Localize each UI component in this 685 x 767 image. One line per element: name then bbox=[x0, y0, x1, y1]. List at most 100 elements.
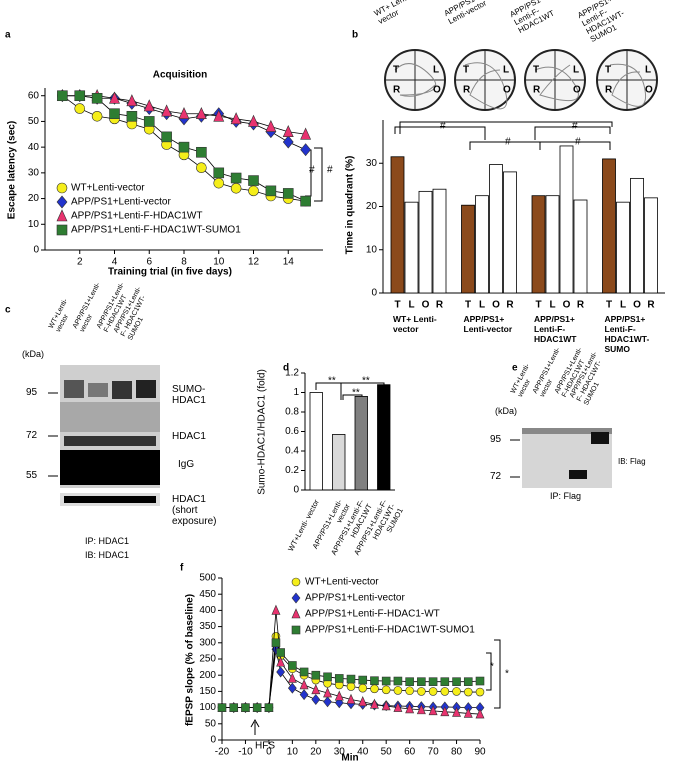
y-tick-label: 350 bbox=[199, 621, 216, 632]
kda-label: (kDa) bbox=[22, 349, 44, 359]
marker-label: 95 bbox=[26, 387, 38, 398]
marker bbox=[109, 108, 120, 120]
marker bbox=[248, 114, 259, 127]
bar bbox=[390, 156, 405, 294]
quadrant-letter: L bbox=[433, 65, 439, 76]
marker bbox=[428, 677, 438, 686]
quadrant-letter: L bbox=[503, 65, 509, 76]
marker bbox=[346, 693, 356, 704]
marker bbox=[241, 703, 250, 712]
annotation: ** bbox=[328, 376, 336, 387]
marker bbox=[126, 110, 138, 122]
marker bbox=[405, 686, 414, 696]
bar bbox=[630, 177, 644, 294]
marker bbox=[291, 577, 301, 587]
category-label: APP/PS1+ Lenti-vector bbox=[463, 314, 513, 334]
marker bbox=[195, 106, 207, 120]
marker bbox=[265, 119, 277, 132]
quadrant-letter: T bbox=[393, 65, 399, 76]
y-tick-label: 500 bbox=[199, 573, 216, 584]
y-tick-label: 0 bbox=[33, 245, 39, 256]
marker bbox=[213, 167, 225, 179]
legend-label: APP/PS1+Lenti-vector bbox=[305, 593, 405, 604]
track-label: APP/PS1+ Lenti-vector bbox=[442, 0, 488, 27]
x-tick-label: 6 bbox=[146, 257, 152, 268]
annotation: # bbox=[309, 165, 315, 176]
marker-label: 95 bbox=[490, 434, 502, 445]
bar bbox=[461, 204, 475, 294]
marker bbox=[271, 638, 281, 648]
track-label: APP/PS1+ Lenti-F-HDAC1WT- SUMO1 bbox=[576, 0, 626, 44]
x-tick-label: 40 bbox=[357, 747, 369, 758]
bracket bbox=[314, 147, 323, 202]
marker bbox=[230, 172, 242, 184]
marker bbox=[299, 667, 309, 677]
bar-label: T bbox=[465, 300, 471, 311]
panel-letter: a bbox=[5, 30, 11, 41]
marker bbox=[311, 670, 321, 680]
marker bbox=[56, 224, 68, 236]
marker bbox=[405, 677, 414, 686]
bar bbox=[432, 188, 447, 294]
marker bbox=[440, 677, 450, 686]
y-tick-label: 50 bbox=[28, 116, 40, 127]
y-tick-label: 20 bbox=[28, 193, 40, 204]
legend-label: APP/PS1+Lenti-F-HDAC1-WT bbox=[305, 609, 440, 620]
marker-label: 72 bbox=[26, 430, 38, 441]
marker bbox=[428, 705, 438, 716]
quadrant-letter: R bbox=[393, 85, 401, 96]
bar bbox=[404, 201, 419, 294]
marker bbox=[463, 687, 473, 697]
bar-label: O bbox=[563, 300, 571, 311]
bar bbox=[475, 195, 489, 294]
quadrant-letter: R bbox=[533, 85, 541, 96]
marker bbox=[475, 687, 485, 697]
marker bbox=[229, 703, 239, 712]
track bbox=[384, 49, 446, 111]
panel-letter: e bbox=[512, 363, 518, 374]
category-label: APP/PS1+ Lenti-F- HDAC1WT bbox=[534, 314, 577, 344]
quadrant-letter: O bbox=[503, 85, 511, 96]
x-tick-label: 90 bbox=[474, 747, 486, 758]
x-tick-label: 14 bbox=[283, 257, 295, 268]
bar-label: L bbox=[408, 300, 414, 311]
marker bbox=[126, 94, 138, 107]
marker bbox=[287, 682, 297, 694]
marker bbox=[109, 91, 120, 104]
marker bbox=[57, 90, 68, 102]
marker bbox=[74, 90, 86, 102]
bar bbox=[573, 199, 588, 294]
quadrant-letter: O bbox=[573, 85, 581, 96]
band-label: HDAC1 (short exposure) bbox=[172, 494, 217, 527]
y-tick-label: 60 bbox=[28, 90, 40, 101]
marker bbox=[299, 679, 309, 690]
y-tick-label: 0 bbox=[210, 735, 216, 746]
marker bbox=[74, 103, 86, 114]
marker-label: 72 bbox=[490, 471, 502, 482]
panel-letter: b bbox=[352, 30, 358, 41]
quadrant-letter: O bbox=[645, 85, 653, 96]
y-tick-label: 300 bbox=[199, 637, 216, 648]
bar-label: O bbox=[422, 300, 430, 311]
annotation: ** bbox=[352, 388, 360, 399]
marker bbox=[288, 661, 297, 670]
marker bbox=[276, 656, 286, 667]
legend-label: APP/PS1+Lenti-F-HDAC1WT-SUMO1 bbox=[305, 625, 475, 636]
x-tick-label: -20 bbox=[215, 747, 230, 758]
x-tick-label: 8 bbox=[181, 257, 187, 268]
marker bbox=[178, 106, 190, 120]
bar bbox=[503, 171, 517, 294]
track bbox=[454, 49, 516, 111]
y-tick-label: 250 bbox=[199, 654, 216, 665]
annotation: # bbox=[440, 121, 446, 132]
marker bbox=[311, 694, 321, 705]
y-tick-label: 0.4 bbox=[285, 446, 299, 457]
x-tick-label: 70 bbox=[428, 747, 440, 758]
quadrant-letter: R bbox=[463, 85, 471, 96]
quadrant-letter: L bbox=[645, 65, 651, 76]
x-axis-label: Training trial (in five days) bbox=[108, 267, 232, 278]
marker bbox=[282, 188, 294, 199]
marker bbox=[230, 112, 242, 125]
bar-label: R bbox=[577, 300, 585, 311]
marker bbox=[381, 685, 391, 695]
